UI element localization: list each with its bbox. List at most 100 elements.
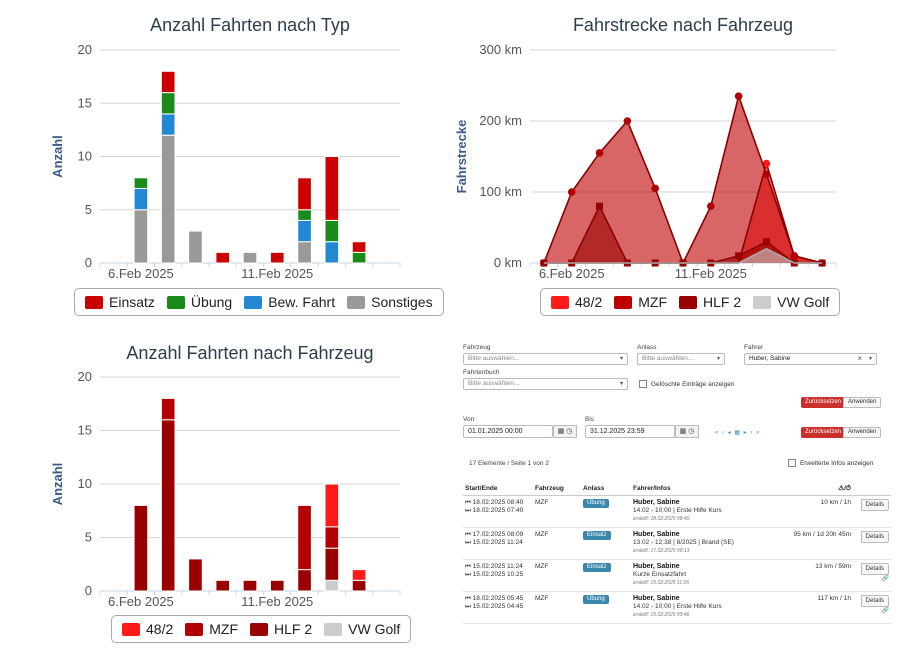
col-vehicle[interactable]: Fahrzeug	[533, 482, 581, 496]
table-row[interactable]: ⏮ 17.02.2025 08:09 ⏭ 15.02.2025 11:24 MZF E…	[463, 527, 891, 560]
bar-48-2[interactable]	[324, 483, 340, 528]
bar-hlf-2[interactable]	[297, 569, 312, 592]
legend-item-einsatz[interactable]: Einsatz	[85, 294, 155, 310]
bar-einsatz[interactable]	[351, 241, 367, 253]
point-mzf[interactable]	[567, 188, 576, 196]
legend-item-bew-fahrt[interactable]: Bew. Fahrt	[244, 294, 335, 310]
table-row[interactable]: ⏮ 18.02.2025 08:40 ⏭ 18.02.2025 07:40 MZF Ü…	[463, 495, 891, 528]
clear-icon[interactable]: ×	[857, 354, 862, 363]
bar-sonstiges[interactable]	[188, 230, 203, 264]
calendar-clock-icon[interactable]: ▦ ◷	[675, 425, 699, 438]
chevron-down-icon: ▾	[619, 356, 623, 362]
point-mzf[interactable]	[762, 170, 771, 179]
bar-bew-fahrt[interactable]	[133, 187, 149, 211]
col-type[interactable]: Anlass	[581, 482, 631, 496]
bar--bung[interactable]	[324, 219, 340, 243]
bar-hlf-2[interactable]	[160, 419, 176, 592]
von-input[interactable]: 01.01.2025 00:00	[463, 425, 553, 438]
point-mzf[interactable]	[790, 252, 799, 260]
bar--bung[interactable]	[133, 177, 149, 189]
legend-item-sonstiges[interactable]: Sonstiges	[347, 294, 433, 310]
attachment-icon[interactable]: 🔗	[881, 608, 889, 614]
fahrer-select[interactable]: Huber, Sabine × ▾	[744, 353, 877, 365]
bar--bung[interactable]	[351, 251, 367, 264]
legend-item-hlf-2[interactable]: HLF 2	[679, 294, 741, 310]
point-mzf[interactable]	[595, 149, 604, 157]
point-hlf2[interactable]	[735, 252, 743, 260]
bar-mzf[interactable]	[297, 504, 312, 571]
bis-input[interactable]: 31.12.2025 23:59	[585, 425, 675, 438]
reset-button-2[interactable]: Zurücksetzen	[801, 427, 846, 438]
point-mzf[interactable]	[707, 202, 715, 210]
bar-einsatz[interactable]	[297, 177, 312, 211]
apply-button[interactable]: Anwenden	[843, 397, 882, 408]
checkbox-box[interactable]	[788, 459, 796, 467]
legend-item-vw-golf[interactable]: VW Golf	[753, 294, 829, 310]
point-mzf[interactable]	[651, 184, 659, 193]
col-driver[interactable]: Fahrer/Infos	[631, 482, 755, 496]
bar-48-2[interactable]	[351, 569, 367, 581]
anlass-label: Anlass	[637, 344, 657, 351]
point-mzf[interactable]	[623, 117, 632, 125]
bar-hlf-2[interactable]	[242, 579, 258, 592]
bar-einsatz[interactable]	[269, 251, 285, 264]
table-row[interactable]: ⏮ 18.02.2025 05:45 ⏭ 15.02.2025 04:45 MZF Ü…	[463, 591, 891, 624]
extended-info-checkbox[interactable]: Erweiterte Infos anzeigen	[788, 459, 873, 467]
anlass-select[interactable]: Bitte auswählen... ▾	[637, 353, 725, 365]
legend-swatch	[347, 295, 366, 309]
legend-item--bung[interactable]: Übung	[166, 294, 232, 310]
reset-button[interactable]: Zurücksetzen	[801, 397, 846, 408]
bar-einsatz[interactable]	[160, 70, 176, 94]
bar-hlf-2[interactable]	[133, 504, 149, 592]
point-482[interactable]	[762, 159, 771, 168]
date-pager[interactable]: « ‹ ◂ ▦ ▸ › »	[715, 430, 761, 436]
deleted-entries-checkbox[interactable]: Gelöschte Einträge anzeigen	[639, 380, 734, 388]
bar-sonstiges[interactable]	[133, 209, 149, 264]
point-mzf[interactable]	[734, 92, 743, 100]
col-start-end[interactable]: Start/Ende	[463, 482, 533, 496]
legend-item-hlf-2[interactable]: HLF 2	[250, 621, 312, 637]
legend-item-vw-golf[interactable]: VW Golf	[324, 621, 400, 637]
bar-sonstiges[interactable]	[297, 241, 312, 264]
legend-item-48-2[interactable]: 48/2	[122, 621, 173, 637]
bar-sonstiges[interactable]	[160, 134, 176, 264]
bar--bung[interactable]	[297, 209, 312, 221]
bar-bew-fahrt[interactable]	[160, 113, 176, 136]
start-end-cell: ⏮ 15.02.2025 11:24 ⏭ 15.02.2025 10:25	[463, 559, 533, 592]
bar-hlf-2[interactable]	[188, 558, 203, 592]
bar-einsatz[interactable]	[324, 156, 340, 221]
point-hlf2[interactable]	[596, 202, 604, 210]
bar-vw-golf[interactable]	[324, 579, 340, 592]
checkbox-box[interactable]	[639, 380, 647, 388]
bar--bung[interactable]	[160, 92, 176, 115]
bar-hlf-2[interactable]	[351, 579, 367, 592]
apply-button-2[interactable]: Anwenden	[843, 427, 882, 438]
legend-item-48-2[interactable]: 48/2	[551, 294, 602, 310]
point-hlf2[interactable]	[540, 259, 548, 267]
bar-bew-fahrt[interactable]	[297, 219, 312, 243]
table-row[interactable]: ⏮ 15.02.2025 11:24 ⏭ 15.02.2025 10:25 MZF E…	[463, 559, 891, 592]
col-dist-time[interactable]: ⚠/⏱	[755, 482, 853, 496]
bar-sonstiges[interactable]	[242, 251, 258, 264]
bar-hlf-2[interactable]	[324, 547, 340, 581]
bar-hlf-2[interactable]	[215, 579, 231, 592]
point-hlf2[interactable]	[818, 259, 826, 267]
bar-hlf-2[interactable]	[269, 579, 285, 592]
bar-einsatz[interactable]	[215, 251, 231, 264]
attachment-icon[interactable]: 🔗	[881, 576, 889, 582]
fahrzeug-select[interactable]: Bitte auswählen... ▾	[463, 353, 628, 365]
details-button[interactable]: Details	[860, 499, 889, 511]
bar-bew-fahrt[interactable]	[324, 241, 340, 264]
calendar-clock-icon[interactable]: ▦ ◷	[553, 425, 577, 438]
type-cell: Einsatz	[581, 559, 631, 592]
legend-label: MZF	[209, 621, 239, 637]
bar-mzf[interactable]	[160, 397, 176, 421]
fahrtenbuch-select[interactable]: Bitte auswählen... ▾	[463, 378, 628, 390]
legend-item-mzf[interactable]: MZF	[614, 294, 667, 310]
details-button[interactable]: Details	[860, 595, 889, 607]
details-button[interactable]: Details	[860, 531, 889, 543]
bar-mzf[interactable]	[324, 526, 340, 549]
details-button[interactable]: Details	[860, 563, 889, 575]
point-hlf2[interactable]	[762, 238, 770, 246]
legend-item-mzf[interactable]: MZF	[185, 621, 238, 637]
